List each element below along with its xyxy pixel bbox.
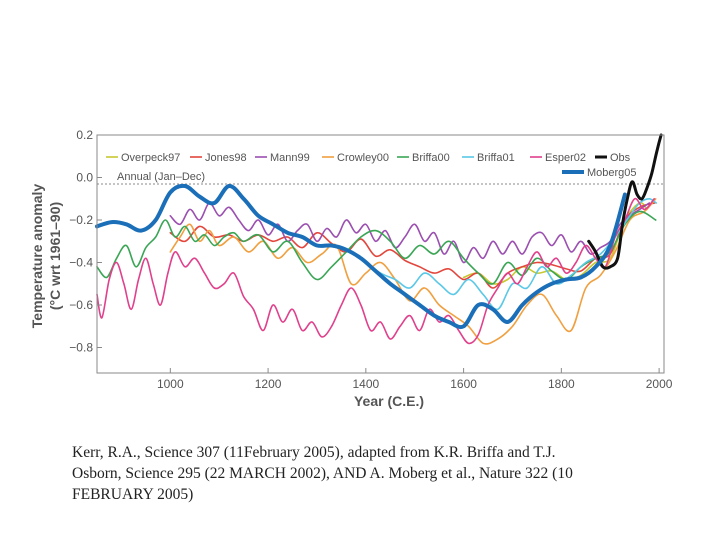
citation-caption: Kerr, R.A., Science 307 (11February 2005… — [72, 442, 632, 505]
y-tick-label: −0.4 — [69, 256, 93, 270]
y-axis-title-line1: Temperature anomaly — [29, 184, 45, 329]
caption-line-1: Kerr, R.A., Science 307 (11February 2005… — [72, 444, 556, 461]
legend-label-overpeck97: Overpeck97 — [121, 152, 180, 164]
x-ticks: 1000 1200 1400 1600 1800 2000 — [157, 368, 673, 391]
y-tick-label: 0.0 — [76, 171, 93, 185]
caption-line-3: FEBRUARY 2005) — [72, 486, 194, 503]
series-line-mann99 — [169, 202, 651, 264]
series-line-esper02 — [96, 197, 655, 345]
legend-note: Annual (Jan–Dec) — [117, 171, 205, 183]
legend-label-obs: Obs — [610, 152, 631, 164]
legend: Annual (Jan–Dec) Overpeck97 Jones98 Mann99… — [106, 152, 637, 183]
x-tick-label: 2000 — [646, 377, 673, 391]
series-line-briffa00 — [96, 210, 657, 285]
legend-label-jones98: Jones98 — [205, 152, 247, 164]
legend-label-crowley00: Crowley00 — [337, 152, 389, 164]
y-axis-title-line2: (°C wrt 1961–90) — [47, 202, 63, 310]
x-tick-label: 1600 — [450, 377, 477, 391]
x-tick-label: 1400 — [352, 377, 379, 391]
legend-label-esper02: Esper02 — [545, 152, 586, 164]
x-tick-label: 1800 — [548, 377, 575, 391]
series-line-crowley00 — [169, 198, 657, 345]
x-tick-label: 1200 — [255, 377, 282, 391]
legend-label-briffa00: Briffa00 — [412, 152, 450, 164]
y-tick-label: 0.2 — [76, 128, 93, 142]
caption-line-2: Osborn, Science 295 (22 MARCH 2002), AND… — [72, 465, 573, 482]
series-layer — [95, 133, 663, 345]
y-tick-label: −0.6 — [69, 298, 93, 312]
plot-area — [95, 133, 665, 374]
x-axis-title: Year (C.E.) — [354, 393, 424, 409]
y-tick-label: −0.8 — [69, 341, 93, 355]
legend-label-briffa01: Briffa01 — [477, 152, 515, 164]
legend-label-moberg05: Moberg05 — [587, 167, 637, 179]
y-ticks: 0.2 0.0 −0.2 −0.4 −0.6 −0.8 — [69, 128, 102, 355]
series-line-obs — [587, 133, 663, 270]
series-line-moberg05 — [95, 183, 627, 330]
y-tick-label: −0.2 — [69, 213, 93, 227]
plot-frame — [96, 134, 665, 374]
legend-label-mann99: Mann99 — [270, 152, 310, 164]
x-tick-label: 1000 — [157, 377, 184, 391]
